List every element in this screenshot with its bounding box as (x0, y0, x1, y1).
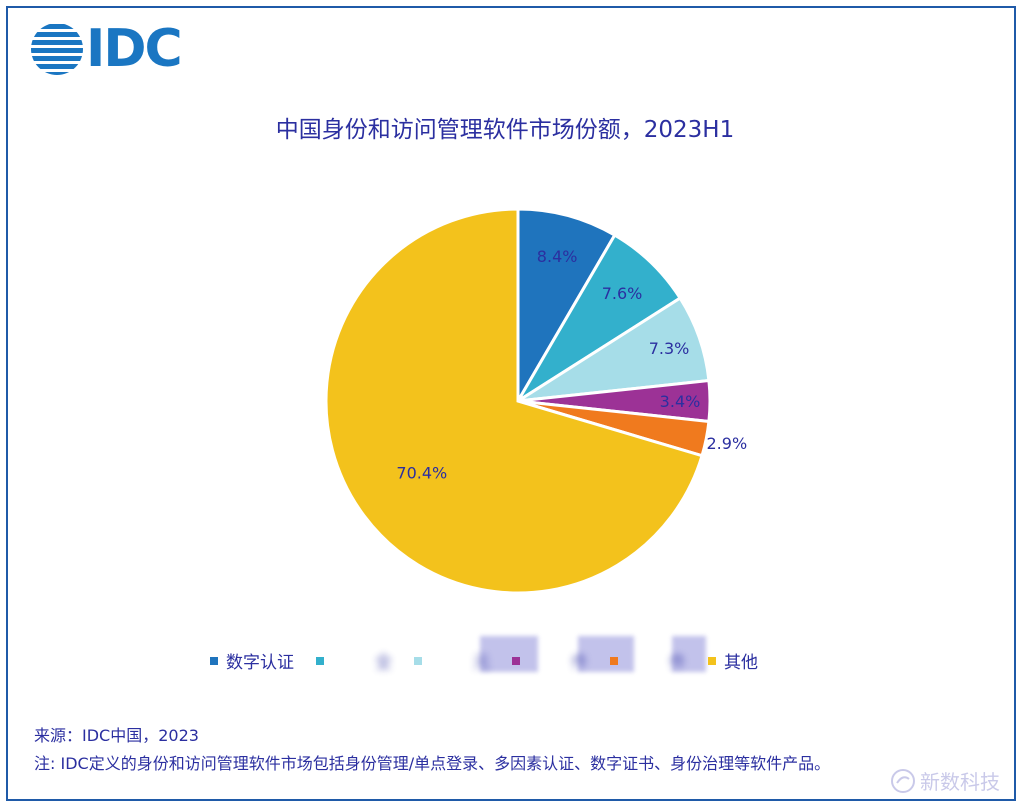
slice-value-label: 70.4% (396, 464, 447, 483)
watermark: 新数科技 (890, 766, 1000, 795)
legend-item: 其他 (708, 648, 758, 673)
source-note: 来源：IDC中国，2023 (34, 726, 199, 745)
legend-swatch (610, 656, 618, 665)
legend-label: 数字认证 (226, 653, 294, 673)
legend-swatch (414, 656, 422, 665)
slice-value-label: 7.3% (649, 339, 690, 358)
slice-value-label: 8.4% (537, 247, 578, 266)
legend-swatch (512, 656, 520, 665)
globe-icon (31, 24, 83, 75)
chart-notes: 来源：IDC中国，2023 注: IDC定义的身份和访问管理软件市场包括身份管理… (34, 722, 830, 778)
chart-legend: 数字认证 全 元 件 件 其他 (210, 648, 780, 673)
chart-title: 中国身份和访问管理软件市场份额，2023H1 (275, 117, 735, 143)
legend-swatch (708, 656, 716, 665)
legend-swatch (210, 656, 218, 665)
idc-logo: IDC (30, 19, 183, 79)
legend-item: 数字认证 (210, 648, 294, 673)
legend-label: 元 (473, 653, 490, 673)
legend-label: 件 (571, 653, 588, 673)
definition-note: 注: IDC定义的身份和访问管理软件市场包括身份管理/单点登录、多因素认证、数字… (34, 754, 831, 773)
legend-item: 件 (610, 648, 686, 673)
legend-item: 全 (316, 648, 392, 673)
slice-value-label: 3.4% (660, 392, 701, 411)
obscured-legend-patch (578, 636, 634, 672)
logo-text: IDC (86, 19, 183, 79)
legend-item: 元 (414, 648, 490, 673)
watermark-icon (891, 768, 915, 793)
pie-slice (324, 207, 704, 595)
legend-label: 其他 (724, 653, 758, 673)
slice-value-label: 2.9% (707, 434, 748, 453)
pie-slice (516, 207, 617, 407)
legend-swatch (316, 656, 324, 665)
legend-label: 件 (669, 653, 686, 673)
watermark-text: 新数科技 (920, 770, 1000, 794)
obscured-legend-patch (672, 636, 706, 672)
obscured-legend-patch (480, 636, 538, 672)
legend-item: 件 (512, 648, 588, 673)
slice-value-label: 7.6% (602, 284, 643, 303)
legend-label: 全 (375, 653, 392, 673)
